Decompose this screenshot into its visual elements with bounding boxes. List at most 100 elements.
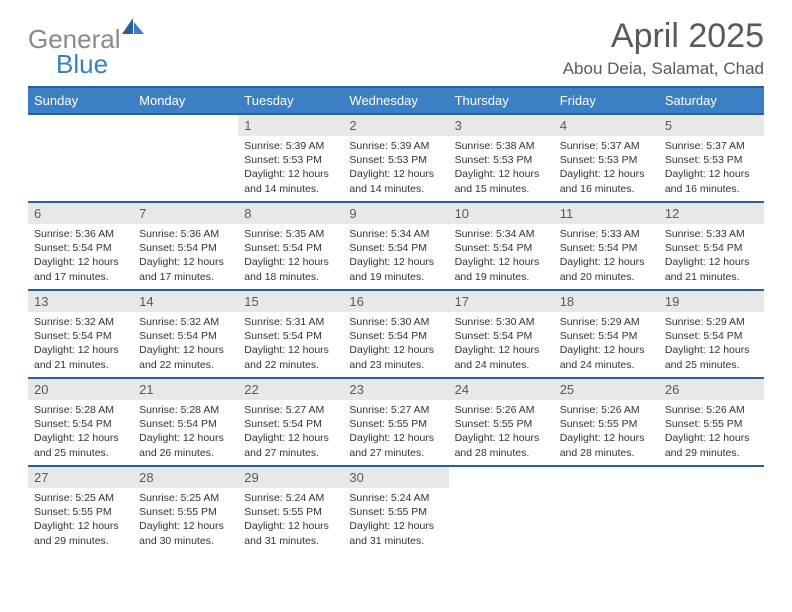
day-number: 30 [343,467,448,488]
sunset-text: Sunset: 5:54 PM [244,329,337,343]
sail-icon [122,18,144,36]
day-number: 23 [343,379,448,400]
sunrise-text: Sunrise: 5:30 AM [455,315,548,329]
sunset-text: Sunset: 5:54 PM [665,241,758,255]
calendar-row: 1Sunrise: 5:39 AMSunset: 5:53 PMDaylight… [28,114,764,202]
sunset-text: Sunset: 5:54 PM [455,329,548,343]
day-number: 2 [343,115,448,136]
day-details: Sunrise: 5:34 AMSunset: 5:54 PMDaylight:… [343,224,448,288]
calendar-header-row: Sunday Monday Tuesday Wednesday Thursday… [28,87,764,114]
calendar-cell [28,114,133,202]
sunrise-text: Sunrise: 5:24 AM [349,491,442,505]
header: GeneralBlue April 2025 Abou Deia, Salama… [28,18,764,80]
daylight-text: Daylight: 12 hours and 26 minutes. [139,431,232,459]
sunrise-text: Sunrise: 5:24 AM [244,491,337,505]
day-number: 11 [554,203,659,224]
daylight-text: Daylight: 12 hours and 20 minutes. [560,255,653,283]
calendar-row: 27Sunrise: 5:25 AMSunset: 5:55 PMDayligh… [28,466,764,554]
sunrise-text: Sunrise: 5:36 AM [139,227,232,241]
day-details: Sunrise: 5:28 AMSunset: 5:54 PMDaylight:… [28,400,133,464]
day-details: Sunrise: 5:30 AMSunset: 5:54 PMDaylight:… [449,312,554,376]
day-details: Sunrise: 5:37 AMSunset: 5:53 PMDaylight:… [659,136,764,200]
calendar-cell: 10Sunrise: 5:34 AMSunset: 5:54 PMDayligh… [449,202,554,290]
sunset-text: Sunset: 5:55 PM [455,417,548,431]
daylight-text: Daylight: 12 hours and 22 minutes. [244,343,337,371]
day-details: Sunrise: 5:33 AMSunset: 5:54 PMDaylight:… [659,224,764,288]
day-details: Sunrise: 5:26 AMSunset: 5:55 PMDaylight:… [554,400,659,464]
calendar-cell: 7Sunrise: 5:36 AMSunset: 5:54 PMDaylight… [133,202,238,290]
sunset-text: Sunset: 5:54 PM [244,417,337,431]
daylight-text: Daylight: 12 hours and 25 minutes. [665,343,758,371]
sunrise-text: Sunrise: 5:27 AM [349,403,442,417]
day-number: 19 [659,291,764,312]
day-number: 28 [133,467,238,488]
calendar-cell: 26Sunrise: 5:26 AMSunset: 5:55 PMDayligh… [659,378,764,466]
daylight-text: Daylight: 12 hours and 18 minutes. [244,255,337,283]
daylight-text: Daylight: 12 hours and 25 minutes. [34,431,127,459]
calendar-row: 20Sunrise: 5:28 AMSunset: 5:54 PMDayligh… [28,378,764,466]
day-number: 27 [28,467,133,488]
daylight-text: Daylight: 12 hours and 19 minutes. [455,255,548,283]
sunset-text: Sunset: 5:55 PM [139,505,232,519]
day-number: 18 [554,291,659,312]
day-number: 20 [28,379,133,400]
day-details: Sunrise: 5:36 AMSunset: 5:54 PMDaylight:… [28,224,133,288]
sunset-text: Sunset: 5:54 PM [455,241,548,255]
calendar-cell [659,466,764,554]
daylight-text: Daylight: 12 hours and 27 minutes. [244,431,337,459]
calendar-cell: 13Sunrise: 5:32 AMSunset: 5:54 PMDayligh… [28,290,133,378]
day-number: 6 [28,203,133,224]
calendar-cell: 19Sunrise: 5:29 AMSunset: 5:54 PMDayligh… [659,290,764,378]
sunset-text: Sunset: 5:54 PM [34,329,127,343]
daylight-text: Daylight: 12 hours and 22 minutes. [139,343,232,371]
sunset-text: Sunset: 5:54 PM [560,329,653,343]
day-details: Sunrise: 5:36 AMSunset: 5:54 PMDaylight:… [133,224,238,288]
sunset-text: Sunset: 5:55 PM [349,417,442,431]
sunset-text: Sunset: 5:54 PM [34,241,127,255]
day-number: 4 [554,115,659,136]
sunrise-text: Sunrise: 5:29 AM [665,315,758,329]
sunrise-text: Sunrise: 5:25 AM [139,491,232,505]
calendar-cell: 30Sunrise: 5:24 AMSunset: 5:55 PMDayligh… [343,466,448,554]
calendar-cell: 27Sunrise: 5:25 AMSunset: 5:55 PMDayligh… [28,466,133,554]
day-number: 5 [659,115,764,136]
calendar-cell: 24Sunrise: 5:26 AMSunset: 5:55 PMDayligh… [449,378,554,466]
calendar-cell: 15Sunrise: 5:31 AMSunset: 5:54 PMDayligh… [238,290,343,378]
daylight-text: Daylight: 12 hours and 28 minutes. [455,431,548,459]
sunrise-text: Sunrise: 5:32 AM [139,315,232,329]
day-details: Sunrise: 5:30 AMSunset: 5:54 PMDaylight:… [343,312,448,376]
day-number: 3 [449,115,554,136]
calendar-cell: 18Sunrise: 5:29 AMSunset: 5:54 PMDayligh… [554,290,659,378]
day-details: Sunrise: 5:28 AMSunset: 5:54 PMDaylight:… [133,400,238,464]
daylight-text: Daylight: 12 hours and 28 minutes. [560,431,653,459]
calendar-cell [554,466,659,554]
sunset-text: Sunset: 5:54 PM [560,241,653,255]
day-details: Sunrise: 5:31 AMSunset: 5:54 PMDaylight:… [238,312,343,376]
sunrise-text: Sunrise: 5:39 AM [244,139,337,153]
day-details: Sunrise: 5:37 AMSunset: 5:53 PMDaylight:… [554,136,659,200]
day-number: 9 [343,203,448,224]
daylight-text: Daylight: 12 hours and 16 minutes. [665,167,758,195]
daylight-text: Daylight: 12 hours and 19 minutes. [349,255,442,283]
day-details: Sunrise: 5:25 AMSunset: 5:55 PMDaylight:… [28,488,133,552]
sunset-text: Sunset: 5:53 PM [455,153,548,167]
sunrise-text: Sunrise: 5:34 AM [455,227,548,241]
day-details: Sunrise: 5:38 AMSunset: 5:53 PMDaylight:… [449,136,554,200]
calendar-body: 1Sunrise: 5:39 AMSunset: 5:53 PMDaylight… [28,114,764,554]
day-number: 16 [343,291,448,312]
calendar-cell: 1Sunrise: 5:39 AMSunset: 5:53 PMDaylight… [238,114,343,202]
sunset-text: Sunset: 5:55 PM [560,417,653,431]
sunrise-text: Sunrise: 5:35 AM [244,227,337,241]
day-details: Sunrise: 5:27 AMSunset: 5:55 PMDaylight:… [343,400,448,464]
sunrise-text: Sunrise: 5:39 AM [349,139,442,153]
calendar-cell: 12Sunrise: 5:33 AMSunset: 5:54 PMDayligh… [659,202,764,290]
sunset-text: Sunset: 5:54 PM [244,241,337,255]
sunrise-text: Sunrise: 5:37 AM [665,139,758,153]
sunset-text: Sunset: 5:54 PM [139,417,232,431]
sunset-text: Sunset: 5:54 PM [34,417,127,431]
daylight-text: Daylight: 12 hours and 14 minutes. [349,167,442,195]
calendar-row: 6Sunrise: 5:36 AMSunset: 5:54 PMDaylight… [28,202,764,290]
sunset-text: Sunset: 5:54 PM [349,241,442,255]
calendar-cell: 21Sunrise: 5:28 AMSunset: 5:54 PMDayligh… [133,378,238,466]
calendar-row: 13Sunrise: 5:32 AMSunset: 5:54 PMDayligh… [28,290,764,378]
